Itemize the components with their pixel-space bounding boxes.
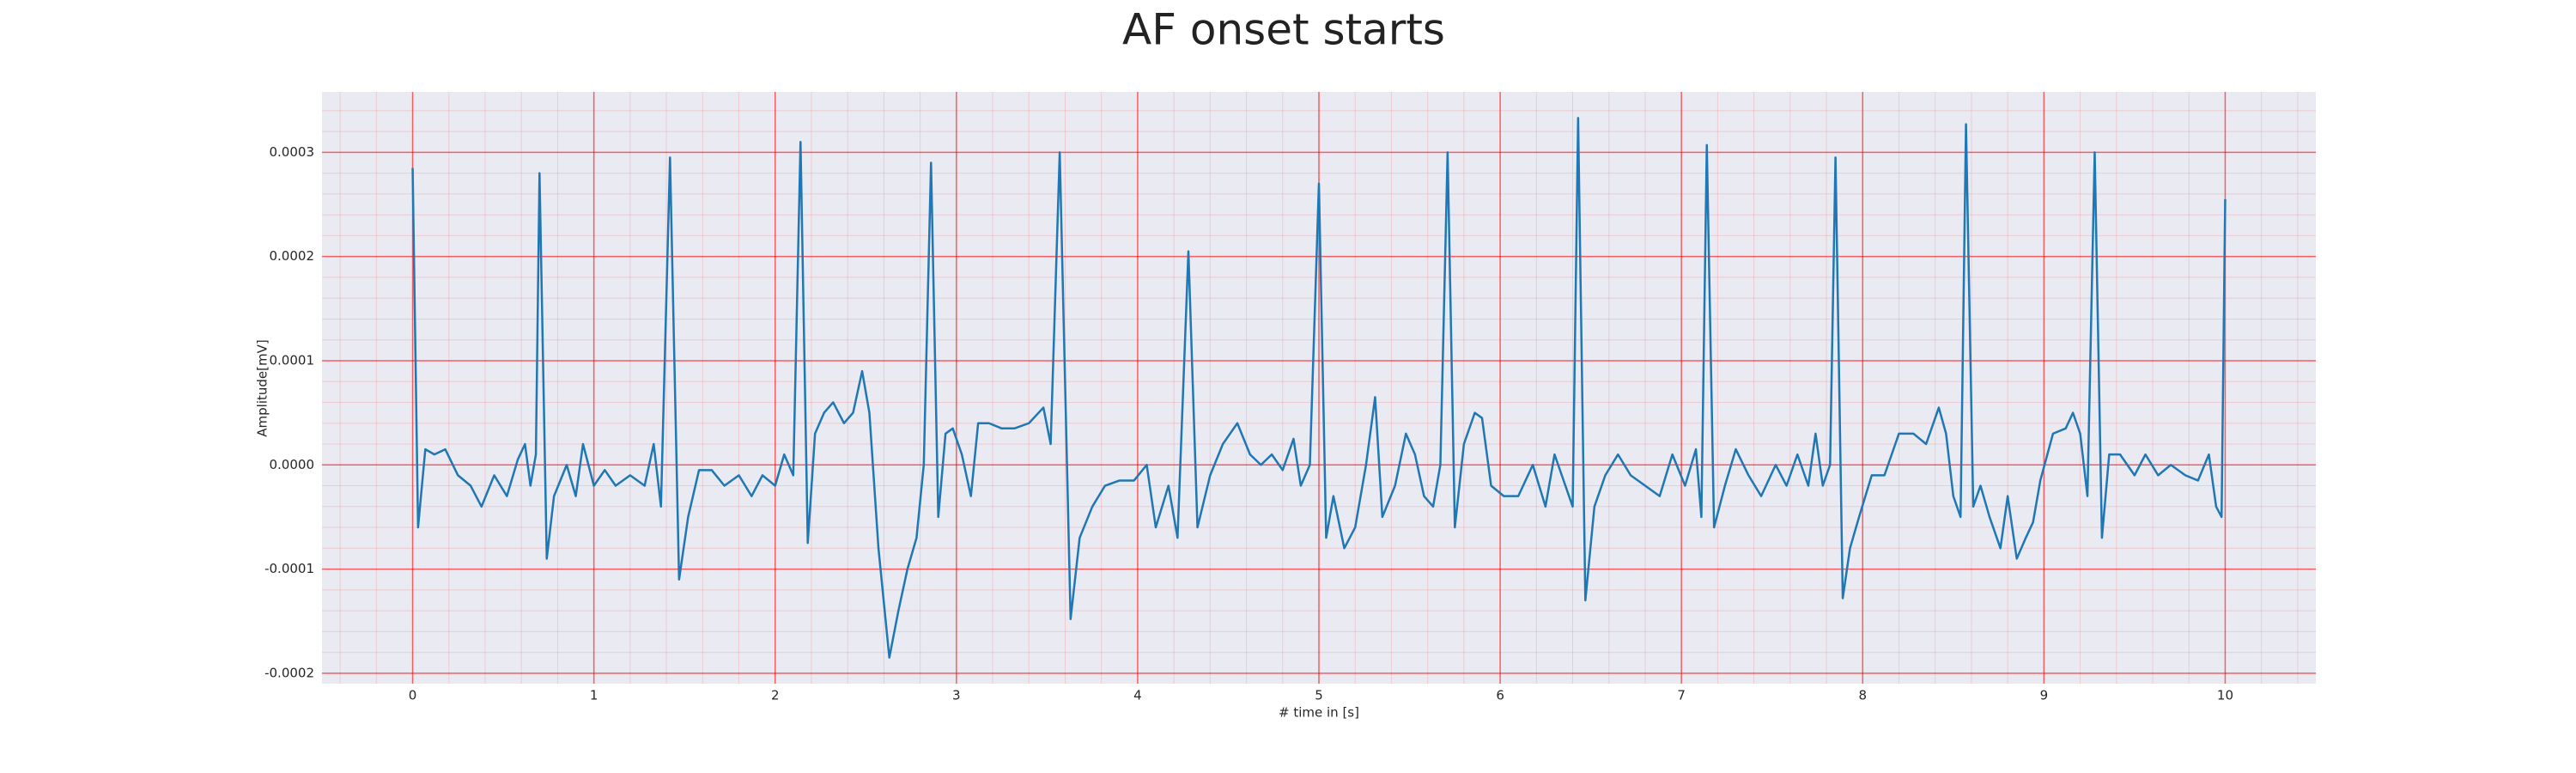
x-tick-label: 6 [1496, 688, 1504, 703]
y-axis-label: Amplitude[mV] [255, 339, 270, 436]
y-tick-label: -0.0001 [264, 561, 314, 576]
y-tick-label: 0.0003 [270, 144, 315, 160]
x-tick-label: 1 [590, 688, 598, 703]
y-tick-label: 0.0002 [270, 248, 315, 264]
x-tick-label: 0 [409, 688, 417, 703]
y-tick-label: 0.0000 [270, 457, 315, 472]
x-tick-label: 7 [1677, 688, 1686, 703]
x-axis-label: # time in [s] [1279, 705, 1359, 721]
x-tick-label: 2 [771, 688, 780, 703]
x-tick-label: 3 [952, 688, 961, 703]
y-tick-label: -0.0002 [264, 665, 314, 680]
x-tick-label: 4 [1133, 688, 1142, 703]
x-tick-label: 9 [2040, 688, 2049, 703]
x-tick-label: 10 [2217, 688, 2233, 703]
y-tick-label: 0.0001 [270, 352, 315, 368]
chart-title: AF onset starts [1122, 5, 1445, 55]
x-tick-label: 8 [1858, 688, 1867, 703]
x-tick-label: 5 [1315, 688, 1323, 703]
signal-line [411, 117, 2227, 659]
